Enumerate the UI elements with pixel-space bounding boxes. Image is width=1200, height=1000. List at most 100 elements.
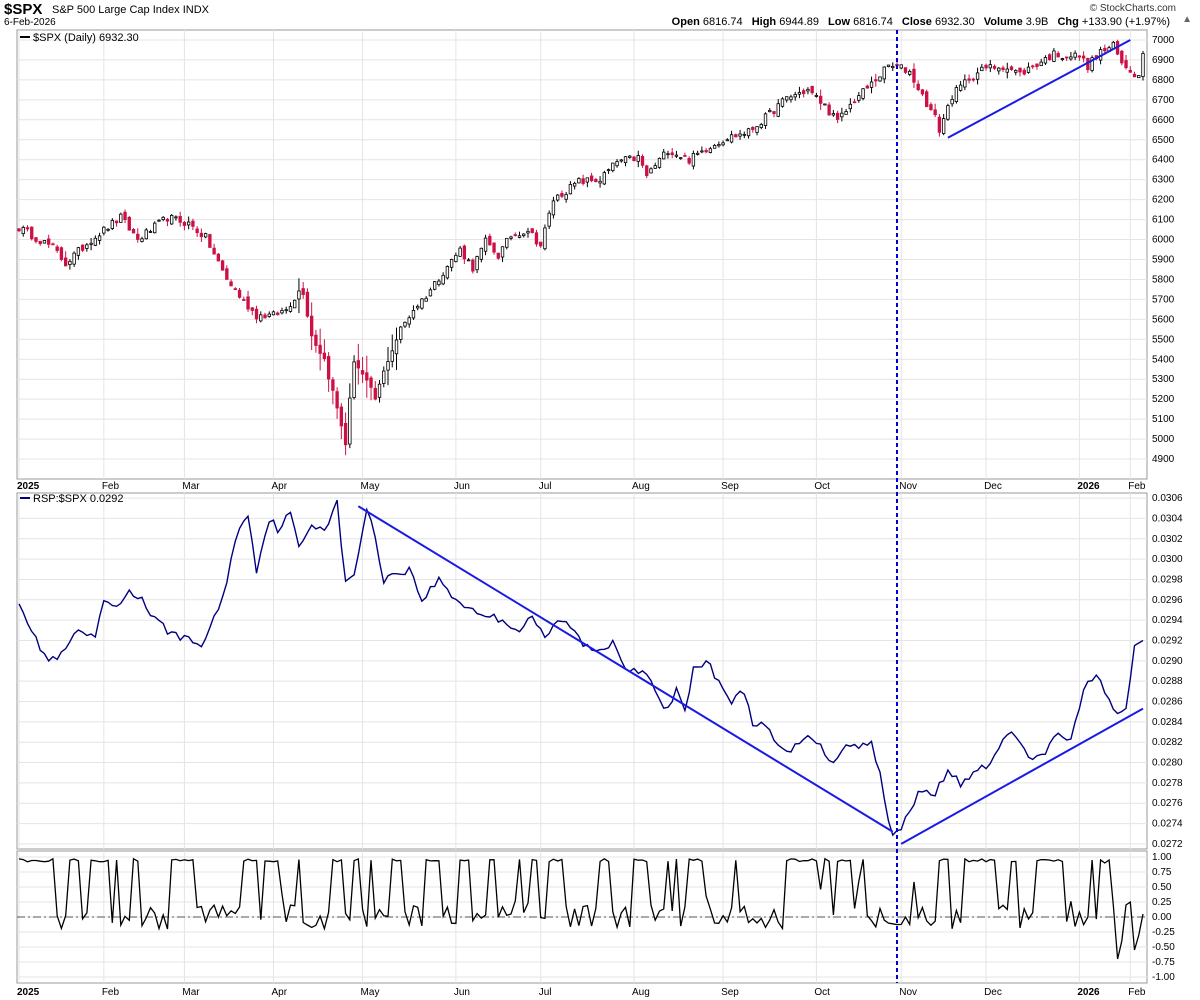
y-tick-label: 0.0304 — [1152, 513, 1183, 524]
candle — [365, 355, 369, 398]
candle-body — [153, 222, 157, 234]
candle — [1026, 62, 1031, 74]
x-tick-label: Feb — [1128, 987, 1146, 998]
candle-body — [63, 257, 68, 267]
y-tick-label: 0.0286 — [1152, 697, 1183, 708]
candle-body — [729, 134, 734, 143]
candle — [997, 66, 1001, 75]
x-tick-label: Nov — [899, 481, 917, 492]
candle — [360, 356, 365, 384]
candle-body — [305, 291, 310, 317]
candle — [314, 329, 318, 353]
candle-body — [331, 379, 335, 391]
candle — [704, 147, 708, 154]
candle — [475, 255, 479, 274]
y-tick-label: -0.50 — [1152, 942, 1175, 953]
y-tick-label: 0.0276 — [1152, 798, 1183, 809]
chevron-up-icon[interactable]: ▲ — [1182, 14, 1192, 25]
candle — [420, 297, 424, 310]
candle-body — [695, 152, 700, 155]
candle — [505, 237, 509, 250]
candle — [649, 167, 653, 174]
candle — [861, 87, 865, 101]
symbol-title: $SPX — [4, 1, 43, 18]
candle — [534, 229, 539, 247]
candle-body — [971, 78, 976, 81]
candle — [220, 259, 225, 271]
candle — [212, 243, 216, 255]
candle — [80, 244, 85, 253]
candle — [768, 108, 772, 113]
candle — [602, 170, 607, 186]
candle-body — [441, 274, 445, 285]
candle-body — [806, 88, 810, 92]
candle — [254, 305, 259, 324]
candle-body — [886, 64, 891, 67]
candle — [174, 215, 178, 221]
candle-body — [899, 64, 903, 69]
candle-body — [1039, 61, 1043, 67]
candle — [925, 89, 929, 108]
y-tick-label: 5500 — [1152, 334, 1175, 345]
candle — [496, 252, 500, 260]
y-tick-label: 0.0296 — [1152, 595, 1183, 606]
candle — [326, 352, 331, 392]
candle-body — [110, 220, 114, 229]
candle — [1069, 52, 1073, 61]
candle — [937, 113, 942, 137]
candle — [1086, 57, 1090, 73]
candle-body — [810, 85, 814, 94]
candle-body — [768, 110, 772, 113]
candle — [539, 241, 543, 248]
candle-body — [322, 352, 327, 360]
x-tick-label: Oct — [814, 987, 830, 998]
candle-body — [496, 252, 500, 259]
candle — [119, 212, 123, 223]
candle — [259, 311, 263, 323]
x-tick-label: Mar — [182, 987, 200, 998]
y-tick-label: 6300 — [1152, 175, 1175, 186]
candle — [848, 98, 853, 113]
price-trendline — [947, 39, 1131, 139]
candle — [186, 216, 191, 230]
candle-body — [242, 299, 246, 301]
candle — [416, 304, 420, 311]
x-tick-label: Jun — [454, 987, 470, 998]
candle-body — [437, 280, 441, 286]
candle-body — [1090, 57, 1094, 71]
index-name: S&P 500 Large Cap Index — [52, 4, 180, 16]
y-tick-label: 5800 — [1152, 274, 1175, 285]
candle-body — [1022, 69, 1026, 75]
candle-body — [208, 234, 212, 248]
candle-body — [462, 245, 467, 260]
candle-body — [1048, 54, 1052, 61]
candle — [908, 69, 912, 77]
symbol-name: S&P 500 Large Cap Index INDX — [52, 4, 209, 16]
candle-body — [577, 178, 581, 184]
candle — [806, 87, 810, 95]
candle — [946, 103, 950, 121]
x-tick-label: Aug — [632, 987, 650, 998]
candle-body — [840, 112, 844, 118]
candle-body — [157, 219, 161, 222]
candle-body — [704, 150, 708, 153]
candle-body — [220, 260, 225, 271]
candle — [250, 306, 254, 316]
candle — [127, 215, 131, 231]
low-value: 6816.74 — [853, 16, 893, 28]
y-tick-label: 6200 — [1152, 195, 1175, 206]
candle — [1031, 64, 1035, 69]
candle — [441, 272, 445, 286]
y-tick-label: 4900 — [1152, 454, 1175, 465]
candle-body — [271, 311, 276, 316]
candle — [797, 86, 802, 99]
candle — [712, 143, 717, 149]
y-tick-label: 0.0294 — [1152, 615, 1183, 626]
candle — [835, 110, 840, 124]
candle — [742, 131, 746, 139]
x-tick-label: Sep — [721, 481, 739, 492]
candle-body — [585, 177, 590, 183]
candle — [267, 311, 271, 318]
y-tick-label: -1.00 — [1152, 972, 1175, 983]
x-tick-label: Dec — [984, 987, 1002, 998]
